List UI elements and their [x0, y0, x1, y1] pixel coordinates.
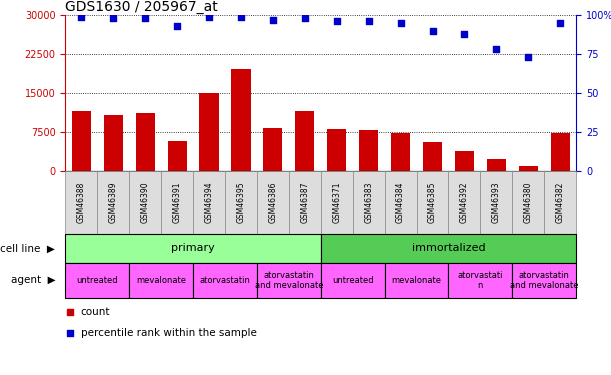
Point — [108, 15, 118, 21]
FancyBboxPatch shape — [130, 171, 161, 234]
Text: mevalonate: mevalonate — [136, 276, 186, 285]
Point — [268, 16, 278, 22]
Point — [362, 38, 372, 44]
Point — [76, 13, 86, 20]
Text: untreated: untreated — [332, 276, 373, 285]
Bar — [487, 159, 506, 171]
Bar — [263, 128, 282, 171]
FancyBboxPatch shape — [321, 171, 353, 234]
FancyBboxPatch shape — [417, 171, 448, 234]
FancyBboxPatch shape — [512, 262, 576, 298]
Text: primary: primary — [171, 243, 215, 254]
Point — [555, 20, 565, 26]
Bar — [519, 166, 538, 171]
Text: GSM46386: GSM46386 — [268, 182, 277, 223]
FancyBboxPatch shape — [480, 171, 512, 234]
FancyBboxPatch shape — [65, 234, 321, 262]
Bar — [167, 141, 187, 171]
Bar — [295, 111, 315, 171]
Point — [362, 226, 372, 232]
FancyBboxPatch shape — [512, 171, 544, 234]
Bar — [136, 112, 155, 171]
FancyBboxPatch shape — [65, 171, 97, 234]
Text: atorvastati
n: atorvastati n — [458, 271, 503, 290]
Point — [141, 15, 150, 21]
FancyBboxPatch shape — [385, 171, 417, 234]
Bar — [551, 133, 570, 171]
FancyBboxPatch shape — [448, 171, 480, 234]
Text: count: count — [81, 307, 110, 317]
FancyBboxPatch shape — [65, 262, 130, 298]
Text: GSM46395: GSM46395 — [236, 182, 246, 224]
Text: GSM46389: GSM46389 — [109, 182, 118, 223]
Text: agent  ▶: agent ▶ — [10, 275, 55, 285]
Text: atorvastatin
and mevalonate: atorvastatin and mevalonate — [510, 271, 579, 290]
Point — [459, 31, 469, 37]
FancyBboxPatch shape — [353, 171, 385, 234]
Text: GDS1630 / 205967_at: GDS1630 / 205967_at — [65, 0, 218, 14]
Bar — [455, 151, 474, 171]
Text: mevalonate: mevalonate — [392, 276, 442, 285]
FancyBboxPatch shape — [448, 262, 512, 298]
Bar — [423, 142, 442, 171]
Text: GSM46383: GSM46383 — [364, 182, 373, 223]
Point — [491, 46, 501, 52]
Bar — [104, 115, 123, 171]
Point — [396, 20, 406, 26]
FancyBboxPatch shape — [321, 262, 385, 298]
Text: GSM46392: GSM46392 — [460, 182, 469, 223]
Bar — [391, 133, 410, 171]
Text: GSM46390: GSM46390 — [141, 182, 150, 224]
Bar — [327, 129, 346, 171]
Text: atorvastatin
and mevalonate: atorvastatin and mevalonate — [255, 271, 323, 290]
Text: immortalized: immortalized — [412, 243, 485, 254]
Point — [204, 13, 214, 20]
Text: cell line  ▶: cell line ▶ — [0, 243, 55, 254]
FancyBboxPatch shape — [193, 262, 257, 298]
Bar — [232, 69, 251, 171]
Text: GSM46382: GSM46382 — [556, 182, 565, 223]
FancyBboxPatch shape — [321, 234, 576, 262]
Point — [428, 28, 437, 34]
Bar — [199, 93, 219, 171]
Point — [524, 54, 533, 60]
FancyBboxPatch shape — [257, 171, 289, 234]
FancyBboxPatch shape — [161, 171, 193, 234]
FancyBboxPatch shape — [97, 171, 130, 234]
FancyBboxPatch shape — [544, 171, 576, 234]
Text: GSM46387: GSM46387 — [301, 182, 309, 223]
Text: GSM46380: GSM46380 — [524, 182, 533, 223]
Text: GSM46394: GSM46394 — [205, 182, 213, 224]
FancyBboxPatch shape — [289, 171, 321, 234]
FancyBboxPatch shape — [130, 262, 193, 298]
Point — [364, 18, 373, 24]
FancyBboxPatch shape — [225, 171, 257, 234]
Text: GSM46391: GSM46391 — [173, 182, 181, 223]
Text: untreated: untreated — [76, 276, 118, 285]
Text: GSM46393: GSM46393 — [492, 182, 501, 224]
FancyBboxPatch shape — [257, 262, 321, 298]
Point — [332, 18, 342, 24]
Point — [172, 23, 182, 29]
Text: atorvastatin: atorvastatin — [200, 276, 251, 285]
Text: GSM46384: GSM46384 — [396, 182, 405, 223]
Text: percentile rank within the sample: percentile rank within the sample — [81, 328, 257, 338]
Bar — [71, 111, 91, 171]
FancyBboxPatch shape — [385, 262, 448, 298]
Bar — [359, 130, 378, 171]
Text: GSM46388: GSM46388 — [77, 182, 86, 223]
Text: GSM46385: GSM46385 — [428, 182, 437, 223]
FancyBboxPatch shape — [193, 171, 225, 234]
Text: GSM46371: GSM46371 — [332, 182, 341, 223]
Point — [236, 13, 246, 20]
Point — [300, 15, 310, 21]
